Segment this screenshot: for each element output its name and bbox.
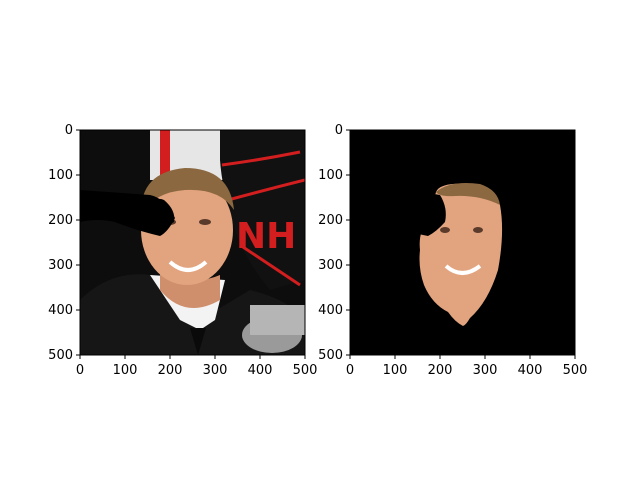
left-ytick-label: 0 [65,123,73,138]
left-ytick-label: 100 [48,168,73,183]
right-xtick-label: 100 [383,363,408,378]
svg-text:NH: NH [236,216,296,257]
left-ytick-label: 300 [48,258,73,273]
right-xtick-label: 400 [518,363,543,378]
left-xtick-label: 400 [248,363,273,378]
right-ytick-label: 300 [318,258,343,273]
right-xtick-label: 300 [473,363,498,378]
left-xtick-label: 200 [158,363,183,378]
left-xtick-label: 300 [203,363,228,378]
left-xtick-label: 100 [113,363,138,378]
right-ytick-label: 200 [318,213,343,228]
left-ytick-label: 400 [48,303,73,318]
left-xtick-label: 0 [76,363,84,378]
right-axes-frame [349,129,576,356]
right-xtick-label: 500 [563,363,588,378]
left-axes-frame [79,129,306,356]
left-image-panel: NH [80,130,305,355]
right-ytick-label: 400 [318,303,343,318]
left-xtick-label: 500 [293,363,318,378]
right-ytick-label: 0 [335,123,343,138]
right-xtick-label: 200 [428,363,453,378]
right-xtick-label: 0 [346,363,354,378]
right-image-panel [350,130,575,355]
right-ytick-label: 100 [318,168,343,183]
left-ytick-label: 500 [48,348,73,363]
right-ytick-label: 500 [318,348,343,363]
left-ytick-label: 200 [48,213,73,228]
